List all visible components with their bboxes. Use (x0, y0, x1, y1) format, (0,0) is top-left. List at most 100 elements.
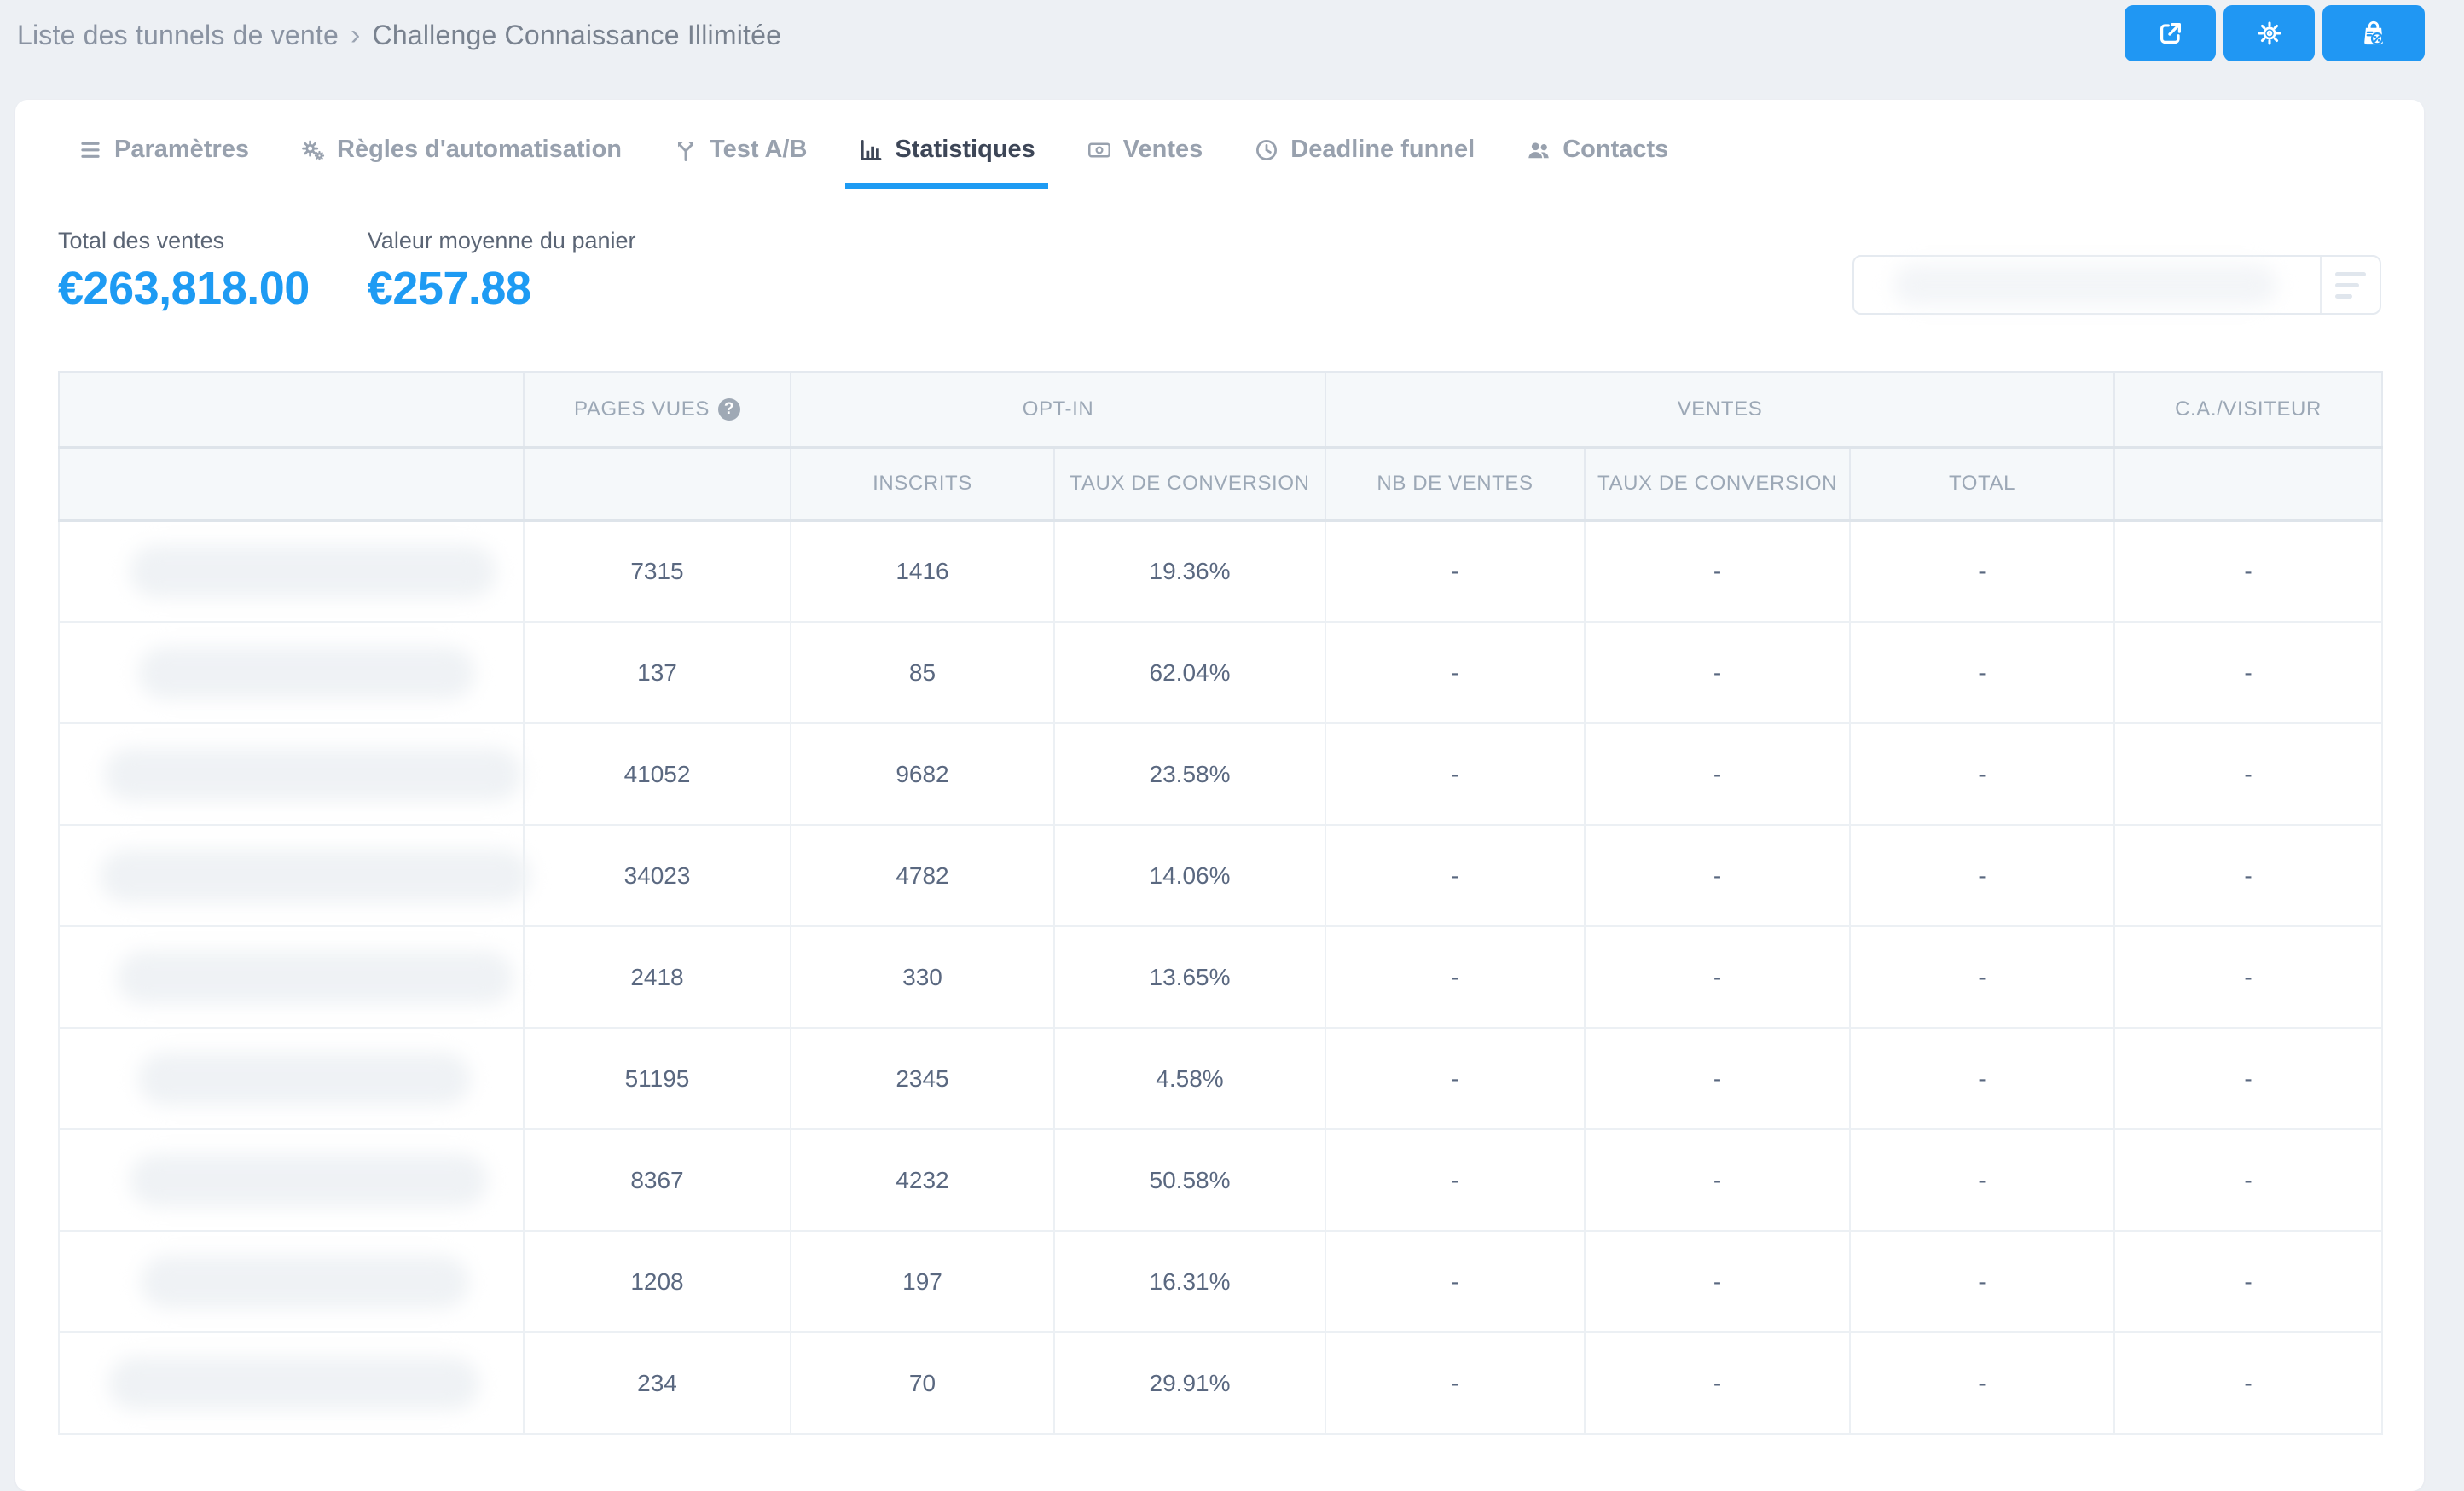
sub-header-empty (524, 447, 791, 520)
tab-parametres[interactable]: Paramètres (65, 136, 262, 189)
group-header-ventes: VENTES (1325, 372, 2114, 447)
stat-total-ventes: Total des ventes €263,818.00 (58, 228, 310, 315)
table-row: 8367423250.58%---- (59, 1129, 2382, 1231)
taux-conversion-ventes-cell: - (1585, 825, 1850, 926)
group-header-empty (59, 372, 524, 447)
taux-conversion-opt-in-cell: 19.36% (1054, 520, 1325, 622)
users-icon (1526, 137, 1551, 163)
tab-bar: Paramètres Règles d'automatisation Test … (65, 100, 2381, 189)
taux-conversion-ventes-cell: - (1585, 1231, 1850, 1332)
table-row: 2347029.91%---- (59, 1332, 2382, 1434)
table-header: PAGES VUES ? OPT-IN VENTES C.A./VISITEUR… (59, 372, 2382, 520)
ca-visiteur-cell: - (2114, 520, 2382, 622)
tab-regles-automatisation[interactable]: Règles d'automatisation (287, 136, 635, 189)
stat-value: €263,818.00 (58, 262, 310, 315)
inscrits-cell: 2345 (791, 1028, 1054, 1129)
breadcrumb-current: Challenge Connaissance Illimitée (373, 20, 782, 51)
nb-de-ventes-cell: - (1325, 723, 1585, 825)
tab-contacts[interactable]: Contacts (1513, 136, 1681, 189)
redacted-step-name (117, 951, 513, 1004)
stat-label: Valeur moyenne du panier (368, 228, 636, 254)
inscrits-cell: 4232 (791, 1129, 1054, 1231)
open-funnel-button[interactable] (2125, 5, 2216, 61)
pages-vues-cell: 34023 (524, 825, 791, 926)
table-row: 5119523454.58%---- (59, 1028, 2382, 1129)
group-header-ca-visiteur: C.A./VISITEUR (2114, 372, 2382, 447)
tab-ventes[interactable]: Ventes (1074, 136, 1216, 189)
stat-label: Total des ventes (58, 228, 310, 254)
filter-icon-section[interactable] (2320, 257, 2380, 313)
taux-conversion-ventes-cell: - (1585, 622, 1850, 723)
menu-icon (78, 137, 103, 163)
split-arrows-icon (673, 137, 699, 163)
redacted-step-name (141, 1256, 469, 1308)
ca-visiteur-cell: - (2114, 1129, 2382, 1231)
header-actions (2125, 5, 2425, 61)
redacted-step-name (108, 1357, 479, 1410)
bar-chart-icon (858, 137, 884, 163)
taux-conversion-opt-in-cell: 50.58% (1054, 1129, 1325, 1231)
redacted-step-name (138, 1053, 471, 1105)
cogs-icon (300, 137, 326, 163)
group-header-opt-in: OPT-IN (791, 372, 1325, 447)
taux-conversion-opt-in-cell: 29.91% (1054, 1332, 1325, 1434)
sub-header-total: TOTAL (1850, 447, 2114, 520)
taux-conversion-ventes-cell: - (1585, 926, 1850, 1028)
pages-vues-cell: 234 (524, 1332, 791, 1434)
sub-header-taux-conversion-optin: TAUX DE CONVERSION (1054, 447, 1325, 520)
group-header-label: PAGES VUES (574, 397, 710, 421)
external-link-icon (2157, 20, 2184, 47)
tab-label: Deadline funnel (1290, 136, 1475, 164)
pages-vues-cell: 8367 (524, 1129, 791, 1231)
taux-conversion-opt-in-cell: 4.58% (1054, 1028, 1325, 1129)
inscrits-cell: 197 (791, 1231, 1054, 1332)
total-cell: - (1850, 825, 2114, 926)
pages-vues-cell: 41052 (524, 723, 791, 825)
redacted-step-name (104, 748, 522, 801)
ca-visiteur-cell: - (2114, 622, 2382, 723)
total-cell: - (1850, 622, 2114, 723)
nb-de-ventes-cell: - (1325, 1332, 1585, 1434)
nb-de-ventes-cell: - (1325, 825, 1585, 926)
taux-conversion-ventes-cell: - (1585, 1129, 1850, 1231)
pages-vues-cell: 51195 (524, 1028, 791, 1129)
funnel-settings-button[interactable] (2223, 5, 2315, 61)
group-header-pages-vues: PAGES VUES ? (524, 372, 791, 447)
inscrits-cell: 330 (791, 926, 1054, 1028)
table-row: 241833013.65%---- (59, 926, 2382, 1028)
pages-vues-cell: 137 (524, 622, 791, 723)
table-row: 41052968223.58%---- (59, 723, 2382, 825)
tab-label: Règles d'automatisation (337, 136, 622, 164)
pages-vues-cell: 7315 (524, 520, 791, 622)
redacted-step-name (138, 647, 475, 699)
ca-visiteur-cell: - (2114, 1332, 2382, 1434)
shopping-bag-percent-icon (2359, 19, 2388, 48)
funnel-card: Paramètres Règles d'automatisation Test … (15, 100, 2424, 1491)
pages-vues-cell: 2418 (524, 926, 791, 1028)
tab-test-ab[interactable]: Test A/B (660, 136, 820, 189)
tab-label: Test A/B (710, 136, 807, 164)
tab-statistiques[interactable]: Statistiques (845, 136, 1047, 189)
breadcrumb-parent-link[interactable]: Liste des tunnels de vente (17, 20, 339, 51)
funnel-promotions-button[interactable] (2322, 5, 2425, 61)
total-cell: - (1850, 1028, 2114, 1129)
filter-lines-icon (2335, 272, 2366, 299)
tab-deadline-funnel[interactable]: Deadline funnel (1241, 136, 1487, 189)
group-header-row: PAGES VUES ? OPT-IN VENTES C.A./VISITEUR (59, 372, 2382, 447)
table-row: 1378562.04%---- (59, 622, 2382, 723)
table-row: 34023478214.06%---- (59, 825, 2382, 926)
funnel-step-name-cell (59, 520, 524, 622)
redacted-filter-value (1893, 264, 2277, 305)
help-icon[interactable]: ? (718, 398, 740, 421)
nb-de-ventes-cell: - (1325, 1129, 1585, 1231)
inscrits-cell: 70 (791, 1332, 1054, 1434)
ca-visiteur-cell: - (2114, 825, 2382, 926)
ca-visiteur-cell: - (2114, 1231, 2382, 1332)
breadcrumb: Liste des tunnels de vente › Challenge C… (17, 19, 781, 52)
taux-conversion-opt-in-cell: 13.65% (1054, 926, 1325, 1028)
stats-row: Total des ventes €263,818.00 Valeur moye… (58, 228, 2381, 315)
funnel-step-filter-select[interactable] (1852, 255, 2381, 315)
ca-visiteur-cell: - (2114, 1028, 2382, 1129)
stat-value: €257.88 (368, 262, 636, 315)
sub-header-nb-de-ventes: NB DE VENTES (1325, 447, 1585, 520)
